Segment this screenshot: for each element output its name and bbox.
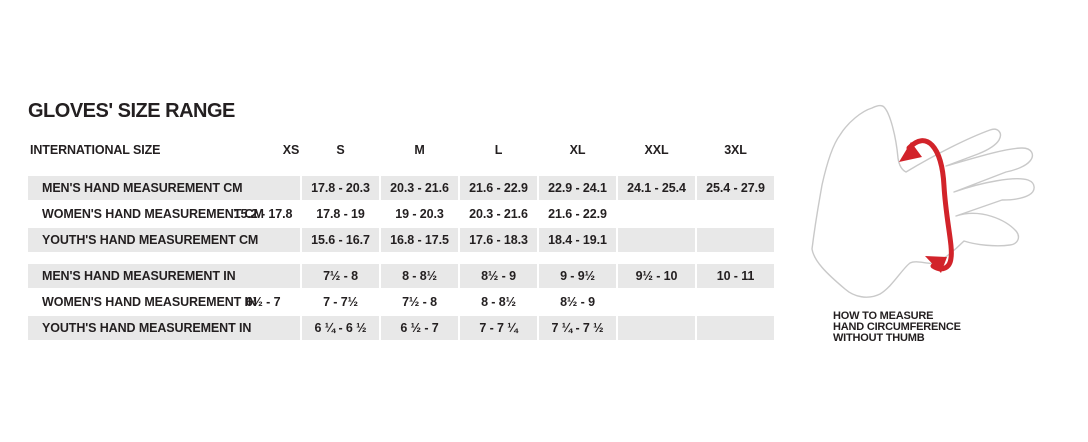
cell-value-3xl: 25.4 - 27.9 — [697, 176, 774, 200]
cell-value-s: 17.8 - 20.3 — [302, 176, 379, 200]
cell-value-l: 7 - 7 ¼ — [460, 316, 537, 340]
cell-value-s: 7 - 7½ — [323, 295, 358, 309]
column-header-size-xxl: XXL — [644, 143, 669, 157]
measure-caption-line-2: HAND CIRCUMFERENCE — [833, 321, 961, 333]
cell-value-xl: 22.9 - 24.1 — [539, 176, 616, 200]
cell-value-m: 7½ - 8 — [402, 295, 437, 309]
column-header-size-s: S — [336, 143, 345, 157]
measuring-arrow-head-bottom — [925, 256, 947, 273]
table-row: MEN'S HAND MEASUREMENT CM 17.8 - 20.3 20.3… — [28, 176, 775, 200]
column-header-size-xs: XS — [282, 143, 300, 157]
cell-value-m: 6 ½ - 7 — [381, 316, 458, 340]
row-label: WOMEN'S HAND MEASUREMENT IN — [42, 295, 257, 309]
column-header-size-l: L — [494, 143, 503, 157]
column-header-size-xl: XL — [569, 143, 586, 157]
cell-value-3xl — [697, 228, 774, 252]
row-group-centimeters: MEN'S HAND MEASUREMENT CM 17.8 - 20.3 20.3… — [28, 176, 775, 252]
hand-outline — [811, 104, 1035, 298]
measuring-arrow-head-top — [899, 142, 922, 162]
cell-value-xxl: 24.1 - 25.4 — [618, 176, 695, 200]
cell-value-s: 7½ - 8 — [302, 264, 379, 288]
cell-value-l: 17.6 - 18.3 — [460, 228, 537, 252]
measure-caption-line-1: HOW TO MEASURE — [833, 310, 934, 322]
size-range-table: INTERNATIONAL SIZE XS S M L XL XXL 3XL MEN'S H… — [28, 140, 775, 352]
cell-value-xs: 15.2 - 17.8 — [233, 207, 293, 221]
cell-value-s: 17.8 - 19 — [316, 207, 365, 221]
measure-caption-line-3: WITHOUT THUMB — [833, 332, 925, 344]
cell-value-xl: 8½ - 9 — [560, 295, 595, 309]
cell-value-m: 20.3 - 21.6 — [381, 176, 458, 200]
cell-value-xl: 9 - 9½ — [539, 264, 616, 288]
row-label: MEN'S HAND MEASUREMENT IN — [28, 264, 300, 288]
cell-value-l: 20.3 - 21.6 — [469, 207, 528, 221]
cell-value-l: 21.6 - 22.9 — [460, 176, 537, 200]
cell-value-s: 6 ¼ - 6 ½ — [302, 316, 379, 340]
cell-value-3xl — [697, 316, 774, 340]
cell-value-xl: 7 ¼ - 7 ½ — [539, 316, 616, 340]
cell-value-l: 8½ - 9 — [460, 264, 537, 288]
hand-illustration — [811, 104, 1035, 298]
column-header-size-3xl: 3XL — [724, 143, 747, 157]
row-label: YOUTH'S HAND MEASUREMENT IN — [28, 316, 300, 340]
cell-value-xs: 6½ - 7 — [245, 295, 281, 309]
cell-value-xxl — [618, 228, 695, 252]
table-row: WOMEN'S HAND MEASUREMENT CM 15.2 - 17.8 17… — [28, 202, 775, 226]
table-header-row: INTERNATIONAL SIZE XS S M L XL XXL 3XL — [28, 140, 775, 160]
cell-value-xxl: 9½ - 10 — [618, 264, 695, 288]
cell-value-3xl — [697, 202, 774, 226]
cell-value-3xl — [697, 290, 774, 314]
cell-value-xxl — [618, 202, 695, 226]
page-title: GLOVES' SIZE RANGE — [28, 100, 235, 122]
cell-value-xl: 18.4 - 19.1 — [539, 228, 616, 252]
row-label: YOUTH'S HAND MEASUREMENT CM — [28, 228, 300, 252]
cell-value-xxl — [618, 290, 695, 314]
cell-value-s: 15.6 - 16.7 — [302, 228, 379, 252]
measure-guide: HOW TO MEASURE HAND CIRCUMFERENCE WITHOU… — [806, 98, 1066, 344]
cell-value-m: 8 - 8½ — [381, 264, 458, 288]
measure-caption: HOW TO MEASURE HAND CIRCUMFERENCE WITHOU… — [833, 311, 961, 344]
measuring-arrow-arc — [906, 138, 954, 272]
column-header-international-size: INTERNATIONAL SIZE — [30, 143, 161, 157]
cell-value-l: 8 - 8½ — [481, 295, 516, 309]
cell-value-3xl: 10 - 11 — [697, 264, 774, 288]
cell-value-m: 16.8 - 17.5 — [381, 228, 458, 252]
column-header-size-m: M — [414, 143, 425, 157]
cell-value-m: 19 - 20.3 — [395, 207, 444, 221]
table-row: YOUTH'S HAND MEASUREMENT CM 15.6 - 16.7 16… — [28, 228, 775, 252]
row-label: WOMEN'S HAND MEASUREMENT CM — [42, 207, 264, 221]
cell-value-xxl — [618, 316, 695, 340]
table-row: WOMEN'S HAND MEASUREMENT IN 6½ - 7 7 - 7½ 7… — [28, 290, 775, 314]
row-label: MEN'S HAND MEASUREMENT CM — [28, 176, 300, 200]
cell-value-xl: 21.6 - 22.9 — [548, 207, 607, 221]
